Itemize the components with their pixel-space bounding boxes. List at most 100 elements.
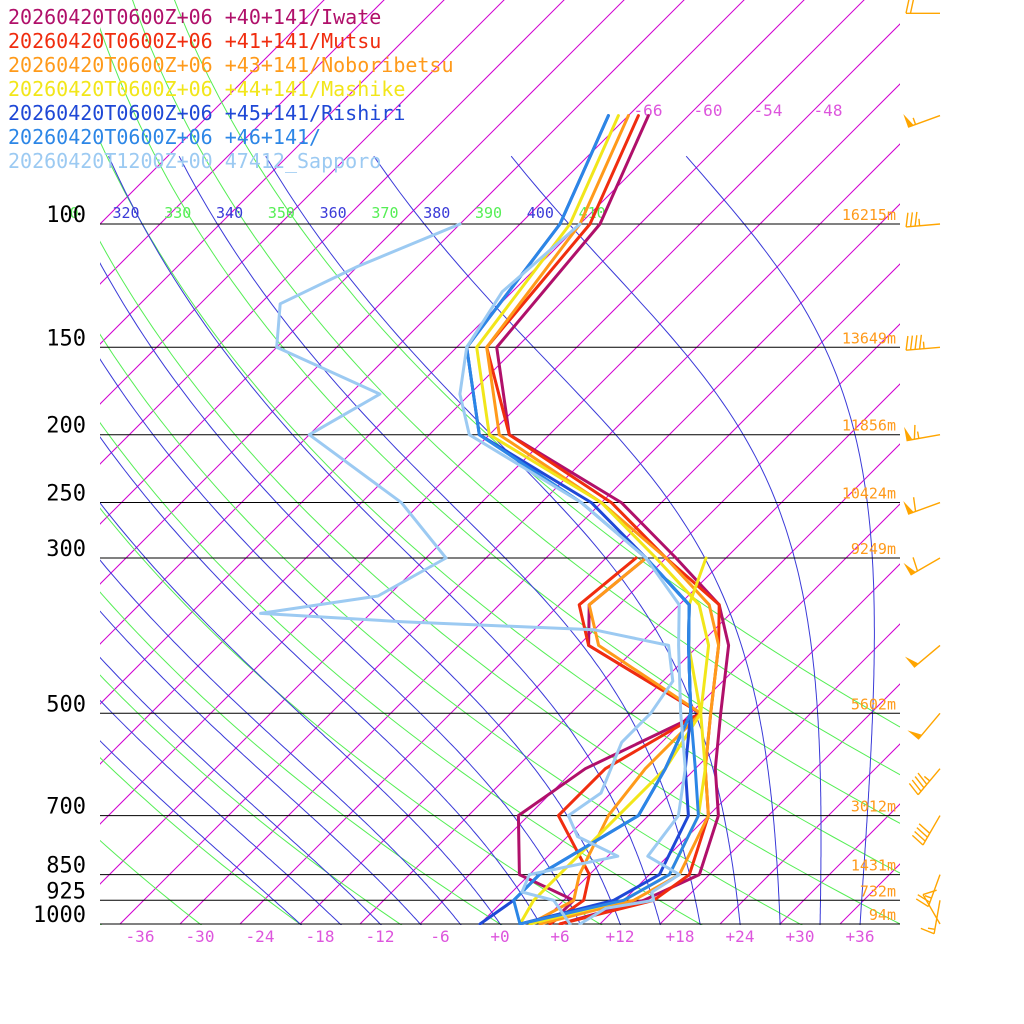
wind-barb <box>903 497 941 515</box>
dewpoint-profile-line <box>548 556 703 925</box>
dry-adiabat-line <box>173 0 900 728</box>
upper-temperature-label: -60 <box>694 101 723 120</box>
wind-barb <box>904 644 941 668</box>
sounding-profiles <box>259 114 731 925</box>
temperature-profile-line <box>485 114 721 925</box>
pressure-label: 200 <box>46 414 86 439</box>
dry-adiabat-line <box>100 240 900 925</box>
moist-adiabat-line <box>100 740 302 925</box>
wind-barb <box>908 768 941 796</box>
moist-adiabat-line <box>108 155 661 925</box>
wind-barb <box>903 557 941 576</box>
wind-barb <box>911 815 941 846</box>
legend-entry: 20260420T0600Z+06 +41+141/Mutsu <box>8 29 381 53</box>
temperature-tick-label: -6 <box>430 927 449 946</box>
moist-adiabat-line <box>100 502 502 925</box>
isotherm-line <box>239 263 900 925</box>
temperature-axis: -36 -30 -24 -18 -12 -6 +0 +6 +12 +18 +24 +30 +36 <box>126 927 875 946</box>
wind-barb <box>905 334 941 351</box>
moist-adiabat-line <box>100 656 382 925</box>
theta-label: 400 <box>527 204 554 222</box>
legend-entry: 20260420T0600Z+06 +40+141/Iwate <box>8 5 381 29</box>
pressure-label: 100 <box>46 203 86 228</box>
wind-barb <box>907 712 941 740</box>
legend-entry: 20260420T0600Z+06 +44+141/Mashike <box>8 77 405 101</box>
height-label: 94m <box>869 906 896 924</box>
moist-adiabat-line <box>100 436 542 925</box>
height-label: 16215m <box>842 206 896 224</box>
temperature-tick-label: +18 <box>666 927 695 946</box>
wind-barb <box>904 424 941 442</box>
wind-barb <box>920 900 941 935</box>
height-label: 5602m <box>851 695 896 713</box>
theta-label: 360 <box>320 204 347 222</box>
pressure-label: 1000 <box>33 903 86 928</box>
isotherm-line <box>359 383 900 925</box>
upper-temperature-labels: -66 -60 -54 -48 <box>634 101 843 120</box>
height-label: 9249m <box>851 540 896 558</box>
isotherm-line <box>299 323 900 925</box>
height-label: 10424m <box>842 485 896 503</box>
dry-adiabat-line <box>100 591 503 925</box>
pressure-label: 250 <box>46 482 86 507</box>
theta-label: 380 <box>423 204 450 222</box>
temperature-tick-label: -24 <box>246 927 275 946</box>
temperature-tick-label: +36 <box>846 927 875 946</box>
legend-entry: 20260420T0600Z+06 +46+141/ <box>8 125 321 149</box>
moist-adiabat-line <box>100 699 342 925</box>
moist-adiabat-line <box>373 155 781 925</box>
dry-adiabat-line <box>131 0 900 776</box>
temperature-tick-label: +12 <box>606 927 635 946</box>
temperature-tick-label: +24 <box>726 927 755 946</box>
temperature-tick-label: -12 <box>366 927 395 946</box>
height-labels: 16215m 13649m 11856m 10424m 9249m 5602m 3012m 1… <box>842 206 896 924</box>
temperature-profile-line <box>495 114 731 925</box>
wind-barb <box>905 0 940 14</box>
upper-temperature-label: -48 <box>814 101 843 120</box>
wind-barbs <box>903 0 941 935</box>
upper-temperature-label: -54 <box>754 101 783 120</box>
temperature-profile-line <box>485 114 721 925</box>
temperature-tick-label: +30 <box>786 927 815 946</box>
isotherm-line <box>659 683 900 925</box>
theta-label: 390 <box>475 204 502 222</box>
dewpoint-profile-line <box>259 222 675 925</box>
theta-label: 320 <box>112 204 139 222</box>
pressure-label: 300 <box>46 537 86 562</box>
moist-adiabat-line <box>100 262 622 925</box>
temperature-tick-label: -36 <box>126 927 155 946</box>
dry-adiabat-line <box>100 674 403 925</box>
pressure-label: 700 <box>46 795 86 820</box>
theta-labels: 0 320 330 340 350 360 370 380 390 400 410 <box>70 204 606 222</box>
isotherm-line <box>599 623 900 925</box>
dewpoint-profile-line <box>528 556 703 925</box>
pressure-label: 850 <box>46 854 86 879</box>
legend-entry: 20260420T1200Z+00 47412_Sapporo <box>8 149 381 173</box>
legend-entry: 20260420T0600Z+06 +43+141/Noboribetsu <box>8 53 454 77</box>
dewpoint-profile-line <box>516 556 703 925</box>
dry-adiabat-line <box>100 421 703 925</box>
dry-adiabat-line <box>100 507 603 925</box>
wind-barb <box>915 874 941 908</box>
dry-adiabat-line <box>100 333 803 925</box>
wind-barb <box>903 114 941 128</box>
temperature-tick-label: -18 <box>306 927 335 946</box>
pressure-label: 150 <box>46 326 86 351</box>
temperature-tick-label: +0 <box>490 927 509 946</box>
pressure-label: 500 <box>46 692 86 717</box>
theta-label: 330 <box>164 204 191 222</box>
theta-label: 350 <box>268 204 295 222</box>
pressure-label: 925 <box>46 879 86 904</box>
isotherm-line <box>539 563 900 925</box>
height-label: 3012m <box>851 798 896 816</box>
moist-adiabat-line <box>685 155 875 925</box>
legend: 20260420T0600Z+06 +40+141/Iwate20260420T… <box>8 5 454 173</box>
moist-adiabat-line <box>100 559 462 925</box>
theta-label: 340 <box>216 204 243 222</box>
moist-adiabat-line <box>510 155 822 925</box>
isotherm-line <box>419 443 900 925</box>
temperature-profile-line <box>458 222 687 925</box>
upper-temperature-label: -66 <box>634 101 663 120</box>
